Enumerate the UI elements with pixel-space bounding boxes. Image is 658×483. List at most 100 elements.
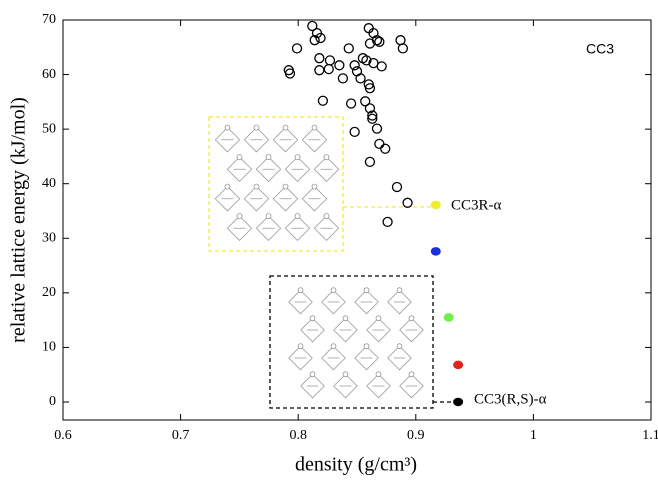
annotation: CC3R-α bbox=[451, 197, 502, 213]
x-axis-label: density (g/cm³) bbox=[295, 454, 417, 476]
molecule bbox=[322, 290, 346, 314]
x-tick-label: 0.6 bbox=[54, 428, 72, 443]
data-point bbox=[338, 74, 347, 83]
atom bbox=[295, 155, 300, 160]
molecule bbox=[400, 374, 424, 398]
molecule bbox=[334, 318, 358, 342]
data-point bbox=[403, 198, 412, 207]
data-point bbox=[398, 44, 407, 53]
molecule bbox=[388, 290, 412, 314]
y-tick-label: 70 bbox=[42, 12, 56, 27]
data-point bbox=[318, 96, 327, 105]
atom bbox=[343, 372, 348, 377]
atom bbox=[225, 125, 230, 130]
y-tick-label: 10 bbox=[42, 340, 56, 355]
atom bbox=[283, 125, 288, 130]
data-point bbox=[293, 44, 302, 53]
atom bbox=[254, 184, 259, 189]
atom bbox=[266, 155, 271, 160]
molecule bbox=[367, 374, 391, 398]
data-point bbox=[324, 65, 333, 74]
data-point bbox=[356, 74, 365, 83]
data-point bbox=[375, 37, 384, 46]
molecule bbox=[355, 290, 379, 314]
atom bbox=[331, 344, 336, 349]
molecule bbox=[273, 187, 297, 211]
atom bbox=[295, 214, 300, 219]
atom bbox=[376, 316, 381, 321]
x-tick-label: 0.8 bbox=[289, 428, 307, 443]
atom bbox=[364, 288, 369, 293]
molecule bbox=[256, 216, 280, 240]
y-tick-label: 0 bbox=[49, 394, 56, 409]
atom bbox=[298, 288, 303, 293]
molecule bbox=[289, 290, 313, 314]
atom bbox=[310, 316, 315, 321]
y-axis-label: relative lattice energy (kJ/mol) bbox=[8, 97, 30, 343]
molecule bbox=[289, 346, 313, 370]
data-point bbox=[285, 69, 294, 78]
atom bbox=[343, 316, 348, 321]
molecule bbox=[215, 128, 239, 152]
molecule bbox=[244, 187, 268, 211]
x-tick-label: 0.7 bbox=[172, 428, 190, 443]
data-point bbox=[372, 124, 381, 133]
atom bbox=[310, 372, 315, 377]
molecule bbox=[227, 216, 251, 240]
data-point bbox=[325, 56, 334, 65]
data-point bbox=[381, 144, 390, 153]
inset-structures bbox=[209, 117, 455, 408]
data-point bbox=[344, 44, 353, 53]
molecule bbox=[388, 346, 412, 370]
data-point bbox=[444, 314, 453, 322]
atom bbox=[283, 184, 288, 189]
atom bbox=[237, 214, 242, 219]
data-point bbox=[347, 99, 356, 108]
y-tick-label: 20 bbox=[42, 285, 56, 300]
y-tick-label: 60 bbox=[42, 67, 56, 82]
data-point bbox=[350, 127, 359, 136]
molecule bbox=[314, 157, 338, 181]
atom bbox=[397, 344, 402, 349]
molecule bbox=[285, 216, 309, 240]
atom bbox=[324, 155, 329, 160]
atom bbox=[409, 316, 414, 321]
y-tick-label: 40 bbox=[42, 176, 56, 191]
data-point bbox=[392, 182, 401, 191]
data-point bbox=[375, 139, 384, 148]
x-tick-label: 1.1 bbox=[642, 428, 658, 443]
molecule bbox=[400, 318, 424, 342]
molecule bbox=[314, 216, 338, 240]
atom bbox=[312, 125, 317, 130]
atom bbox=[331, 288, 336, 293]
page: {"chart_data": {"type": "scatter", "xlab… bbox=[0, 0, 658, 483]
data-point bbox=[315, 54, 324, 63]
molecule bbox=[301, 318, 325, 342]
molecule bbox=[215, 187, 239, 211]
y-tick-label: 50 bbox=[42, 121, 56, 136]
data-point bbox=[335, 61, 344, 70]
data-point bbox=[315, 66, 324, 75]
x-tick-label: 1 bbox=[530, 428, 537, 443]
molecule bbox=[244, 128, 268, 152]
x-tick-label: 0.9 bbox=[407, 428, 425, 443]
data-point bbox=[350, 61, 359, 70]
data-point bbox=[377, 62, 386, 71]
data-point bbox=[383, 217, 392, 226]
molecule bbox=[285, 157, 309, 181]
atom bbox=[254, 125, 259, 130]
atom bbox=[409, 372, 414, 377]
annotation: CC3(R,S)-α bbox=[474, 391, 547, 407]
molecule bbox=[227, 157, 251, 181]
atom bbox=[237, 155, 242, 160]
molecule bbox=[301, 374, 325, 398]
data-point bbox=[454, 361, 463, 369]
molecule bbox=[322, 346, 346, 370]
atom bbox=[376, 372, 381, 377]
molecule bbox=[355, 346, 379, 370]
y-tick-label: 30 bbox=[42, 230, 56, 245]
atom bbox=[225, 184, 230, 189]
atom bbox=[266, 214, 271, 219]
atom bbox=[312, 184, 317, 189]
molecule bbox=[273, 128, 297, 152]
